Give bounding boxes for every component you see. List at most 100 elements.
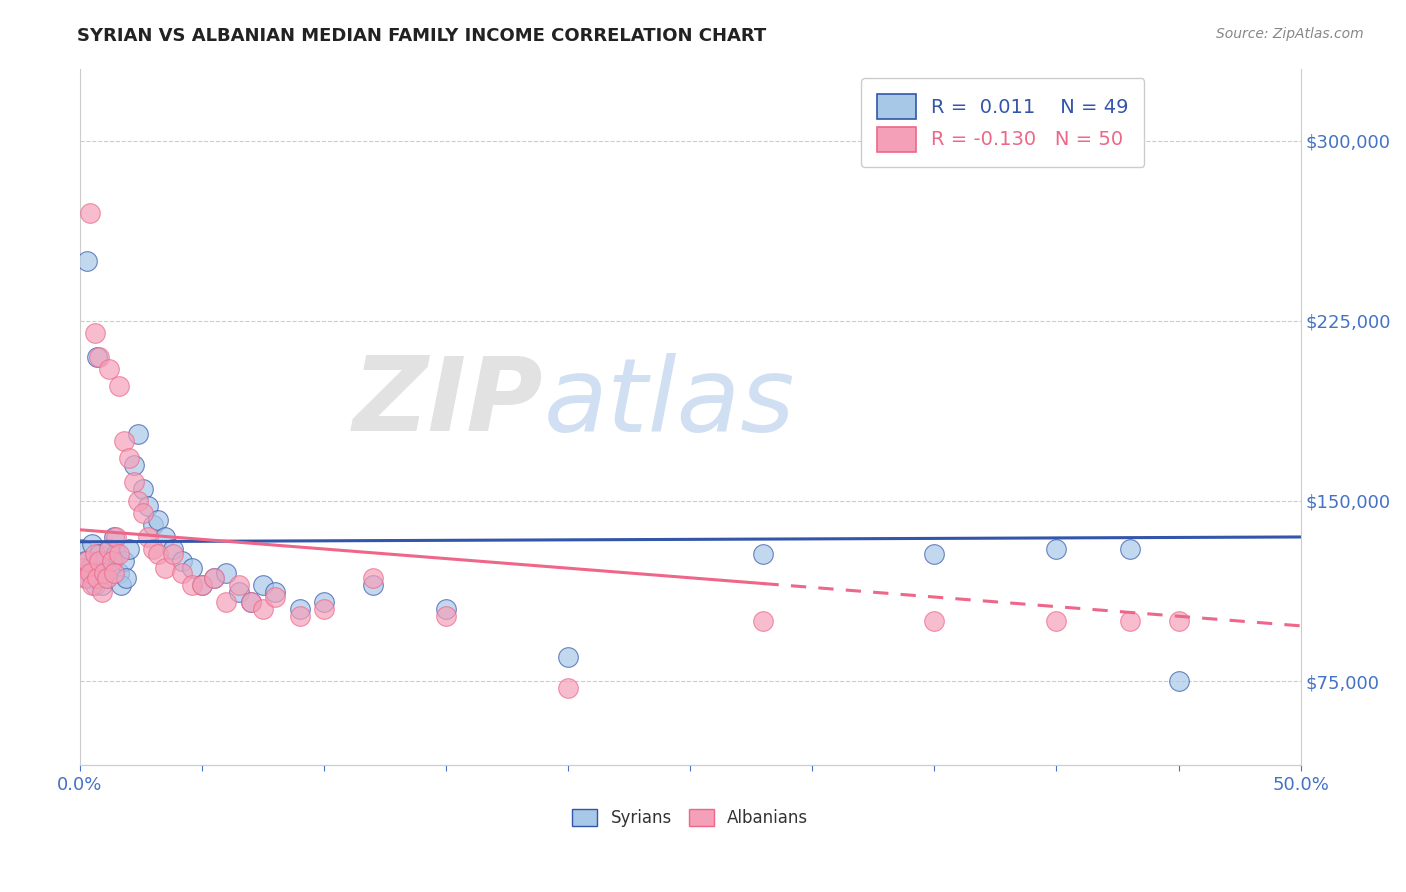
Point (83, 547, 105, 561)
Point (105, 547, 128, 561)
Point (239, 595, 262, 609)
Text: SYRIAN VS ALBANIAN MEDIAN FAMILY INCOME CORRELATION CHART: SYRIAN VS ALBANIAN MEDIAN FAMILY INCOME … (77, 27, 766, 45)
Point (76, 571, 98, 585)
Point (132, 506, 155, 520)
Point (228, 585, 250, 599)
Point (100, 561, 122, 575)
Point (93, 554, 115, 568)
Point (312, 595, 335, 609)
Point (752, 547, 775, 561)
Point (434, 602, 457, 616)
Point (80, 537, 103, 551)
Point (1045, 541, 1067, 556)
Point (136, 499, 159, 513)
Point (239, 595, 262, 609)
Point (127, 426, 149, 441)
Point (1119, 541, 1142, 556)
Point (86, 571, 108, 585)
Point (202, 571, 225, 585)
Point (146, 547, 169, 561)
Point (155, 530, 177, 544)
Point (288, 609, 311, 624)
Point (264, 585, 287, 599)
Point (312, 602, 335, 616)
Point (112, 554, 135, 568)
Point (103, 566, 125, 580)
Point (79, 205, 101, 219)
Point (155, 561, 177, 575)
Point (228, 578, 250, 592)
Point (79, 561, 101, 575)
Point (215, 566, 238, 580)
Point (127, 494, 149, 508)
Point (557, 681, 579, 696)
Point (110, 578, 132, 592)
Point (264, 590, 287, 604)
Point (181, 578, 204, 592)
Point (122, 458, 145, 472)
Point (434, 609, 457, 624)
Point (142, 541, 165, 556)
Point (1045, 614, 1067, 628)
Point (136, 530, 159, 544)
Point (108, 547, 131, 561)
Point (252, 602, 274, 616)
Point (72, 541, 94, 556)
Point (361, 571, 384, 585)
Point (86, 350, 108, 364)
Point (215, 595, 238, 609)
Text: ZIP: ZIP (353, 352, 544, 453)
Point (90, 585, 112, 599)
Point (1119, 614, 1142, 628)
Point (162, 541, 184, 556)
Point (252, 578, 274, 592)
Point (83, 326, 105, 340)
Point (132, 482, 155, 496)
Point (93, 566, 115, 580)
Point (105, 530, 128, 544)
Point (96, 571, 118, 585)
Point (108, 378, 131, 392)
Point (89, 547, 111, 561)
Point (76, 554, 98, 568)
Point (924, 614, 946, 628)
Point (118, 450, 141, 465)
Point (1167, 614, 1189, 628)
Point (122, 475, 145, 489)
Point (202, 571, 225, 585)
Point (191, 578, 214, 592)
Point (142, 518, 165, 533)
Point (73, 554, 96, 568)
Point (191, 578, 214, 592)
Point (98, 541, 121, 556)
Point (115, 571, 138, 585)
Point (172, 566, 194, 580)
Point (118, 541, 141, 556)
Point (86, 566, 108, 580)
Point (89, 554, 111, 568)
Point (96, 571, 118, 585)
Point (112, 434, 135, 448)
Legend: Syrians, Albanians: Syrians, Albanians (565, 802, 814, 833)
Point (98, 361, 121, 376)
Point (181, 561, 204, 575)
Point (89, 350, 111, 364)
Point (80, 578, 103, 592)
Point (172, 554, 194, 568)
Point (162, 547, 184, 561)
Point (1167, 674, 1189, 689)
Point (288, 602, 311, 616)
Point (90, 578, 112, 592)
Point (752, 614, 775, 628)
Point (103, 530, 125, 544)
Point (73, 571, 96, 585)
Point (83, 578, 105, 592)
Point (76, 253, 98, 268)
Point (72, 561, 94, 575)
Point (557, 650, 579, 665)
Point (361, 578, 384, 592)
Point (79, 566, 101, 580)
Point (146, 513, 169, 527)
Text: Source: ZipAtlas.com: Source: ZipAtlas.com (1216, 27, 1364, 41)
Point (108, 566, 131, 580)
